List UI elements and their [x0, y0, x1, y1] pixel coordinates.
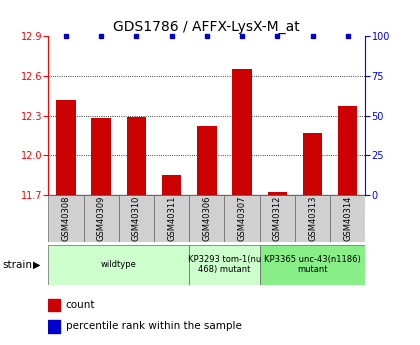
- Bar: [232, 69, 252, 195]
- Bar: [92, 118, 111, 195]
- Text: wildtype: wildtype: [101, 260, 136, 269]
- Bar: [119, 195, 154, 242]
- Title: GDS1786 / AFFX-LysX-M_at: GDS1786 / AFFX-LysX-M_at: [113, 20, 300, 34]
- Text: GSM40309: GSM40309: [97, 196, 106, 241]
- Text: GSM40308: GSM40308: [61, 196, 71, 241]
- Bar: [48, 320, 60, 333]
- Bar: [295, 195, 330, 242]
- Bar: [338, 106, 357, 195]
- Text: GSM40312: GSM40312: [273, 196, 282, 241]
- Bar: [189, 245, 260, 285]
- Bar: [330, 195, 365, 242]
- Bar: [260, 195, 295, 242]
- Bar: [197, 126, 217, 195]
- Text: KP3365 unc-43(n1186)
mutant: KP3365 unc-43(n1186) mutant: [264, 255, 361, 275]
- Bar: [189, 195, 224, 242]
- Bar: [162, 175, 181, 195]
- Text: GSM40314: GSM40314: [343, 196, 352, 241]
- Text: percentile rank within the sample: percentile rank within the sample: [66, 322, 241, 332]
- Bar: [56, 100, 76, 195]
- Text: GSM40311: GSM40311: [167, 196, 176, 241]
- Text: GSM40313: GSM40313: [308, 196, 317, 241]
- Text: ▶: ▶: [33, 260, 40, 270]
- Text: GSM40306: GSM40306: [202, 196, 211, 241]
- Bar: [224, 195, 260, 242]
- Bar: [127, 117, 146, 195]
- Text: count: count: [66, 300, 95, 310]
- Text: KP3293 tom-1(nu
468) mutant: KP3293 tom-1(nu 468) mutant: [188, 255, 261, 275]
- Text: GSM40307: GSM40307: [238, 196, 247, 241]
- Text: GSM40310: GSM40310: [132, 196, 141, 241]
- Bar: [48, 299, 60, 311]
- Bar: [303, 133, 322, 195]
- Bar: [84, 195, 119, 242]
- Bar: [268, 192, 287, 195]
- Bar: [48, 245, 189, 285]
- Bar: [48, 195, 84, 242]
- Bar: [154, 195, 189, 242]
- Bar: [260, 245, 365, 285]
- Text: strain: strain: [2, 260, 32, 270]
